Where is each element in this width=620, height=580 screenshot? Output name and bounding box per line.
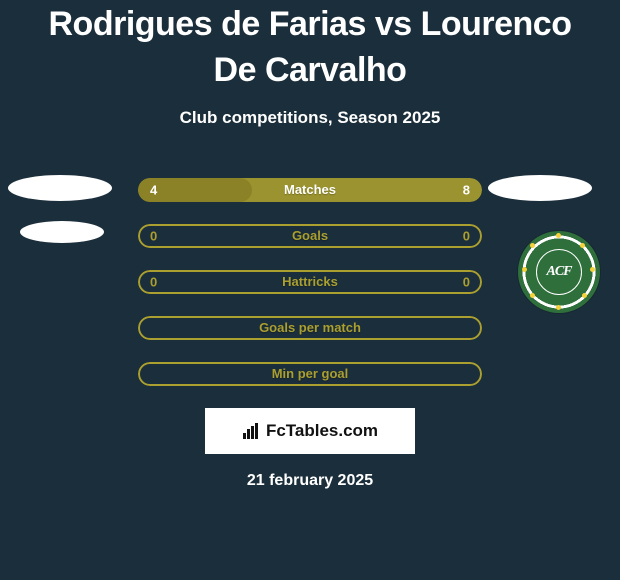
- stat-label: Goals per match: [259, 320, 361, 335]
- bar-chart-icon: [242, 422, 262, 440]
- page-title: Rodrigues de Farias vs Lourenco De Carva…: [0, 2, 620, 94]
- stat-row: Goals per match: [138, 316, 482, 340]
- stat-right-value: 0: [463, 228, 470, 243]
- stat-row: Min per goal: [138, 362, 482, 386]
- stat-left-value: 0: [150, 228, 157, 243]
- club-badge-left: [20, 221, 102, 303]
- stat-row: 0 0 Hattricks: [138, 270, 482, 294]
- player-photo-left: [8, 175, 112, 201]
- club-badge-right: ACF: [518, 231, 600, 313]
- club-badge-right-letters: ACF: [546, 264, 571, 280]
- stat-left-value: 0: [150, 274, 157, 289]
- stat-right-value: 8: [463, 182, 470, 197]
- comparison-card: Rodrigues de Farias vs Lourenco De Carva…: [0, 0, 620, 580]
- source-logo: FcTables.com: [205, 408, 415, 454]
- stat-label: Min per goal: [272, 366, 349, 381]
- club-badge-left-shape: [20, 221, 104, 243]
- subtitle: Club competitions, Season 2025: [180, 108, 441, 128]
- source-logo-text: FcTables.com: [266, 421, 378, 441]
- stats-table: 4 8 Matches 0 0 Goals 0 0 Hattricks Goals per mat…: [138, 178, 482, 386]
- stat-row: 4 8 Matches: [138, 178, 482, 202]
- stat-left-value: 4: [150, 182, 157, 197]
- stat-right-value: 0: [463, 274, 470, 289]
- stat-row: 0 0 Goals: [138, 224, 482, 248]
- date-label: 21 february 2025: [247, 472, 373, 490]
- player-photo-right: [488, 175, 592, 201]
- stat-label: Goals: [292, 228, 328, 243]
- stat-label: Matches: [284, 182, 336, 197]
- club-badge-right-crest: ACF: [518, 231, 600, 313]
- stat-label: Hattricks: [282, 274, 338, 289]
